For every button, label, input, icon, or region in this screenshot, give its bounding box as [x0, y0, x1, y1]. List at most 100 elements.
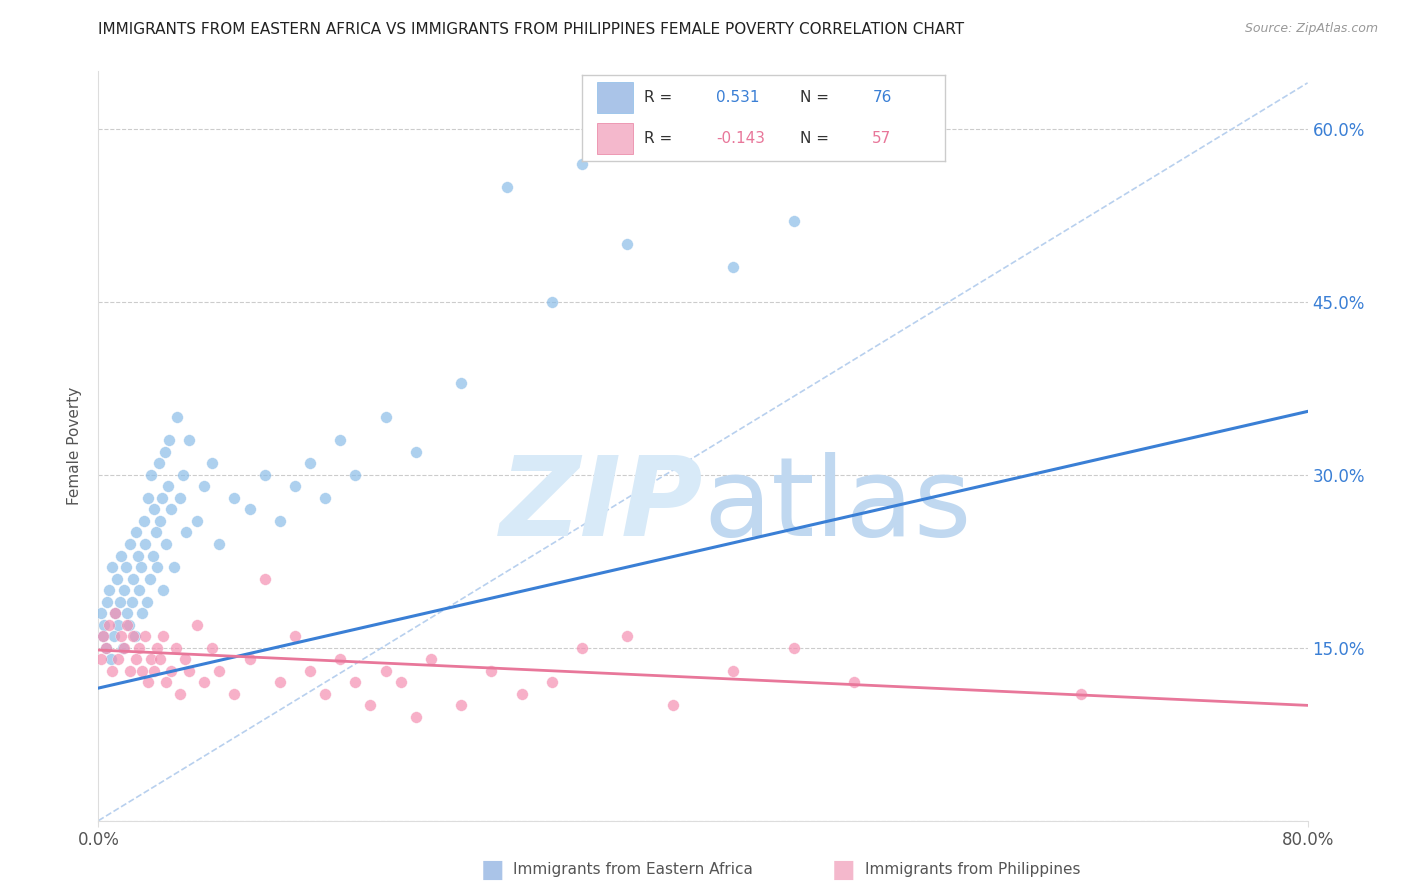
Point: [163, 560, 186, 574]
Point: [134, 537, 156, 551]
Point: [105, 572, 128, 586]
Point: [253, 572, 276, 586]
Point: [723, 260, 745, 275]
Text: Source: ZipAtlas.com: Source: ZipAtlas.com: [1244, 22, 1378, 36]
Point: [118, 617, 141, 632]
Point: [450, 698, 472, 713]
Point: [405, 444, 427, 458]
Point: [98, 617, 121, 632]
Point: [481, 664, 503, 678]
Point: [374, 410, 396, 425]
Text: ■: ■: [481, 858, 503, 881]
Point: [329, 434, 352, 448]
Point: [193, 675, 215, 690]
Text: Immigrants from Philippines: Immigrants from Philippines: [865, 863, 1080, 877]
Point: [150, 491, 173, 505]
Point: [131, 606, 153, 620]
Point: [125, 652, 148, 666]
Text: Immigrants from Eastern Africa: Immigrants from Eastern Africa: [513, 863, 754, 877]
Text: atlas: atlas: [703, 452, 972, 559]
Point: [405, 710, 427, 724]
Point: [160, 664, 183, 678]
Point: [495, 179, 517, 194]
Point: [360, 698, 382, 713]
Point: [571, 156, 593, 170]
Point: [155, 537, 177, 551]
Point: [114, 560, 136, 574]
Point: [153, 444, 176, 458]
Point: [374, 664, 396, 678]
Point: [128, 583, 150, 598]
Point: [783, 640, 806, 655]
Point: [100, 652, 122, 666]
Point: [783, 214, 806, 228]
Point: [201, 640, 224, 655]
Point: [101, 560, 124, 574]
Point: [540, 675, 562, 690]
Point: [93, 617, 115, 632]
Point: [152, 583, 174, 598]
Point: [344, 675, 367, 690]
Point: [127, 549, 149, 563]
Point: [172, 467, 194, 482]
Point: [129, 560, 152, 574]
Point: [136, 675, 159, 690]
Point: [90, 606, 112, 620]
Text: ■: ■: [832, 858, 855, 881]
Point: [1070, 687, 1092, 701]
Point: [128, 640, 150, 655]
Point: [174, 525, 197, 540]
Text: IMMIGRANTS FROM EASTERN AFRICA VS IMMIGRANTS FROM PHILIPPINES FEMALE POVERTY COR: IMMIGRANTS FROM EASTERN AFRICA VS IMMIGR…: [98, 22, 965, 37]
Point: [148, 456, 170, 470]
Point: [132, 514, 155, 528]
Point: [540, 294, 562, 309]
Point: [723, 664, 745, 678]
Point: [103, 629, 125, 643]
Point: [510, 687, 533, 701]
Point: [98, 583, 121, 598]
Point: [169, 491, 191, 505]
Point: [112, 583, 135, 598]
Point: [131, 664, 153, 678]
Point: [124, 629, 146, 643]
Point: [91, 629, 114, 643]
Point: [571, 640, 593, 655]
Point: [179, 664, 201, 678]
Point: [120, 664, 142, 678]
Point: [344, 467, 367, 482]
Point: [139, 572, 162, 586]
Point: [122, 572, 145, 586]
Point: [662, 698, 685, 713]
Point: [146, 640, 169, 655]
Point: [160, 502, 183, 516]
Point: [253, 467, 276, 482]
Point: [152, 629, 174, 643]
Point: [94, 640, 117, 655]
Point: [115, 617, 138, 632]
Point: [616, 237, 638, 252]
Point: [115, 606, 138, 620]
Point: [224, 687, 246, 701]
Point: [329, 652, 352, 666]
Point: [110, 629, 132, 643]
Point: [125, 525, 148, 540]
Point: [149, 514, 172, 528]
Point: [134, 629, 156, 643]
Point: [284, 629, 307, 643]
Point: [112, 640, 135, 655]
Point: [107, 617, 129, 632]
Point: [314, 687, 336, 701]
Point: [208, 537, 231, 551]
Point: [136, 491, 159, 505]
Point: [155, 675, 177, 690]
Point: [104, 606, 127, 620]
Point: [143, 502, 166, 516]
Point: [420, 652, 443, 666]
Point: [173, 652, 195, 666]
Point: [156, 479, 179, 493]
Point: [169, 687, 191, 701]
Point: [269, 514, 291, 528]
Point: [108, 594, 131, 608]
Point: [662, 122, 685, 136]
Point: [239, 502, 262, 516]
